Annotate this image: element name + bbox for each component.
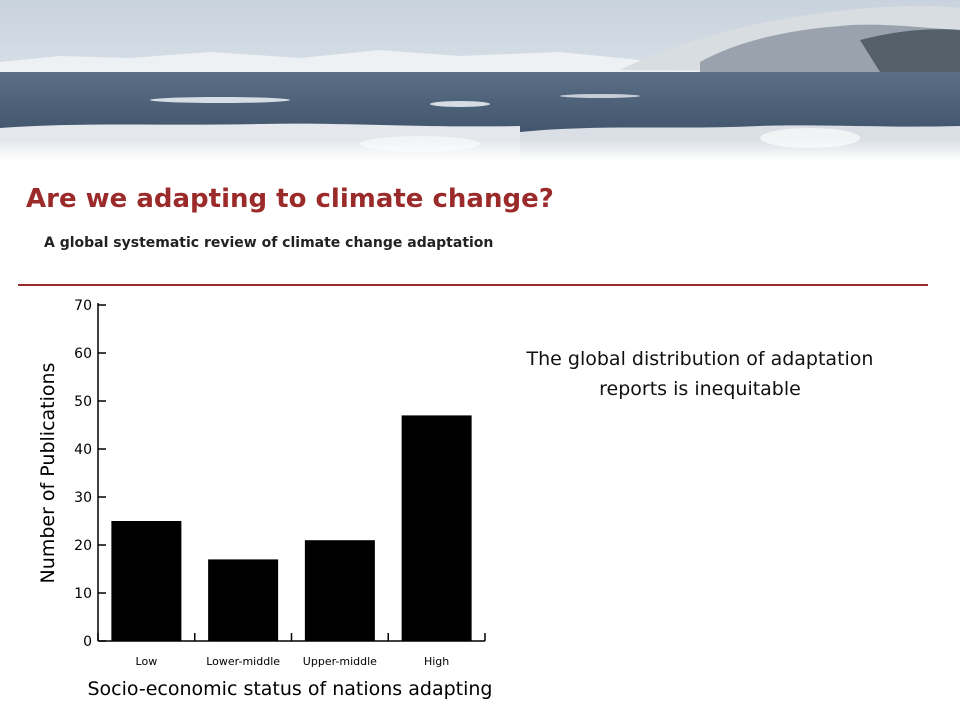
y-tick-label: 30 [74, 490, 92, 506]
banner-photo [0, 0, 960, 160]
bar-high [401, 415, 472, 641]
bar-upper-middle [304, 540, 375, 641]
y-tick-label: 40 [74, 442, 92, 458]
y-tick-label: 0 [83, 634, 92, 650]
y-tick-label: 70 [74, 298, 92, 314]
x-tick-label: Upper-middle [303, 655, 377, 668]
x-tick-label: High [424, 655, 449, 668]
y-tick-label: 20 [74, 538, 92, 554]
x-tick-label: Low [136, 655, 158, 668]
slide-title: Are we adapting to climate change? [26, 184, 554, 214]
bar-chart: 0 10 20 30 40 50 60 70 Low Lower-middle Upper-midd… [0, 290, 500, 720]
key-finding-text: The global distribution of adaptation re… [526, 348, 874, 400]
arctic-landscape-image [0, 0, 960, 160]
slide-subtitle: A global systematic review of climate ch… [44, 235, 494, 251]
y-tick-label: 60 [74, 346, 92, 362]
title-divider [18, 284, 928, 286]
y-axis-title: Number of Publications [37, 363, 59, 584]
bar-low [111, 521, 182, 641]
y-tick-label: 10 [74, 586, 92, 602]
x-tick-label: Lower-middle [206, 655, 280, 668]
chart-svg: 0 10 20 30 40 50 60 70 Low Lower-middle Upper-midd… [37, 298, 493, 700]
x-axis-title: Socio-economic status of nations adaptin… [88, 678, 493, 700]
bar-lower-middle [208, 559, 279, 641]
y-tick-label: 50 [74, 394, 92, 410]
